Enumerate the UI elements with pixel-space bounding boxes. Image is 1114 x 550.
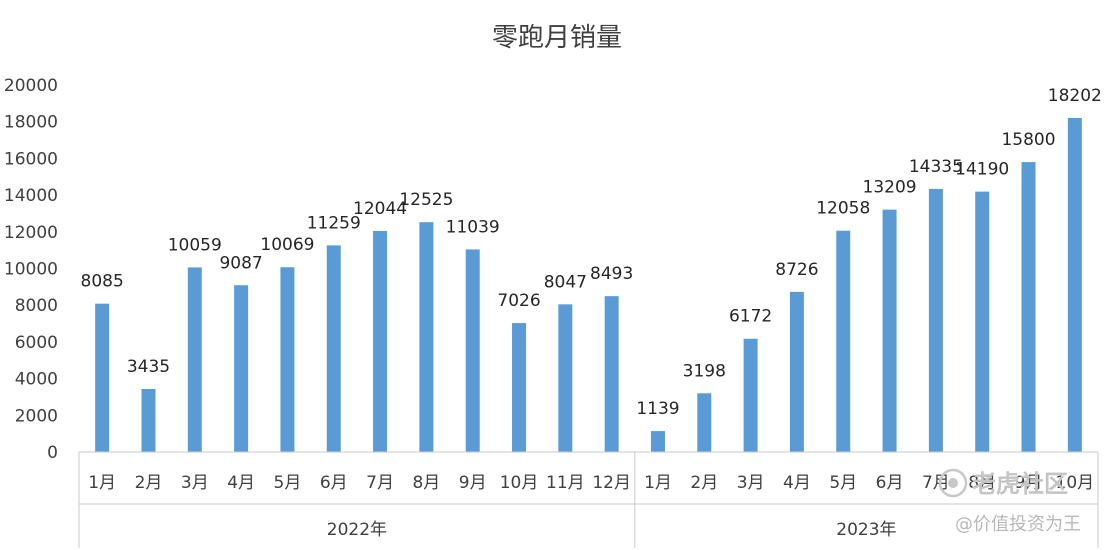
bar (373, 230, 388, 452)
bar (465, 249, 480, 452)
y-tick-label: 4000 (15, 370, 58, 390)
data-label: 9087 (219, 253, 262, 273)
y-tick-label: 0 (47, 443, 58, 463)
bar (836, 230, 851, 452)
chart-title: 零跑月销量 (492, 23, 622, 53)
data-label: 8085 (81, 272, 124, 292)
x-tick-label: 5月 (829, 473, 857, 493)
bar (882, 209, 897, 452)
data-label: 6172 (729, 307, 772, 327)
data-label: 14335 (909, 157, 963, 177)
x-tick-label: 7月 (366, 473, 394, 493)
x-tick-label: 1月 (88, 473, 116, 493)
x-tick-label: 9月 (1015, 473, 1043, 493)
y-tick-label: 8000 (15, 296, 58, 316)
bar (280, 267, 295, 452)
bar (928, 188, 943, 452)
data-label: 10069 (260, 235, 314, 255)
y-tick-label: 20000 (4, 76, 58, 96)
x-tick-label: 2月 (690, 473, 718, 493)
data-label: 8047 (544, 272, 587, 292)
x-tick-label: 6月 (876, 473, 904, 493)
x-tick-label: 3月 (181, 473, 209, 493)
x-tick-label: 7月 (922, 473, 950, 493)
bar (187, 267, 202, 452)
y-tick-label: 18000 (4, 113, 58, 133)
bar (326, 245, 341, 452)
x-tick-label: 3月 (737, 473, 765, 493)
x-tick-label: 8月 (968, 473, 996, 493)
bar (789, 291, 804, 452)
tiger-logo-icon (938, 468, 968, 498)
data-label: 18202 (1048, 86, 1102, 106)
data-label: 8493 (590, 264, 633, 284)
bar (650, 431, 665, 452)
data-label: 1139 (636, 399, 679, 419)
data-label: 3198 (683, 361, 726, 381)
x-tick-label: 12月 (592, 473, 631, 493)
x-tick-label: 6月 (320, 473, 348, 493)
data-label: 13209 (863, 178, 917, 198)
watermark-author: @价值投资为王 (955, 514, 1081, 535)
x-tick-label: 2月 (135, 473, 163, 493)
bars (95, 117, 1082, 453)
y-tick-label: 10000 (4, 260, 58, 280)
data-label: 3435 (127, 357, 170, 377)
y-tick-label: 14000 (4, 186, 58, 206)
bar (95, 303, 110, 452)
data-label: 15800 (1001, 130, 1055, 150)
bar (604, 296, 619, 452)
watermark: 老虎社区 @价值投资为王 (938, 468, 1081, 535)
y-axis: 0 2000 4000 6000 8000 10000 12000 14000 16000 180… (4, 76, 58, 463)
y-tick-label: 6000 (15, 333, 58, 353)
bar (743, 338, 758, 452)
x-tick-label: 1月 (644, 473, 672, 493)
data-label: 11259 (307, 213, 361, 233)
bar (234, 285, 249, 452)
x-axis: 1月 2月 3月 4月 5月 6月 7月 8月 9月 10月 11月 12月 2022年 1月 2月 3月 4月… (78, 451, 1099, 548)
bar (558, 304, 573, 452)
x-tick-label: 10月 (500, 473, 539, 493)
group-label: 2023年 (836, 520, 896, 540)
x-tick-label: 11月 (546, 473, 585, 493)
bar (141, 388, 156, 452)
bar (1021, 162, 1036, 452)
x-tick-label: 10月 (1056, 473, 1095, 493)
data-label: 12044 (353, 199, 407, 219)
bar (1067, 117, 1082, 453)
bar (419, 222, 434, 452)
bar (975, 191, 990, 452)
watermark-logo-text: 老虎社区 (972, 470, 1068, 498)
y-tick-label: 2000 (15, 406, 58, 426)
data-label: 14190 (955, 160, 1009, 180)
data-label: 12525 (399, 190, 453, 210)
y-tick-label: 12000 (4, 223, 58, 243)
data-label: 12058 (816, 199, 870, 219)
x-tick-label: 5月 (274, 473, 302, 493)
x-tick-label: 4月 (783, 473, 811, 493)
data-label: 11039 (446, 217, 500, 237)
group-label: 2022年 (327, 520, 387, 540)
x-tick-label: 9月 (459, 473, 487, 493)
bar (512, 323, 527, 452)
x-tick-label: 8月 (412, 473, 440, 493)
data-label: 8726 (775, 260, 818, 280)
data-label: 7026 (497, 291, 540, 311)
y-tick-label: 16000 (4, 149, 58, 169)
data-label: 10059 (168, 235, 222, 255)
bar (697, 393, 712, 452)
x-tick-label: 4月 (227, 473, 255, 493)
